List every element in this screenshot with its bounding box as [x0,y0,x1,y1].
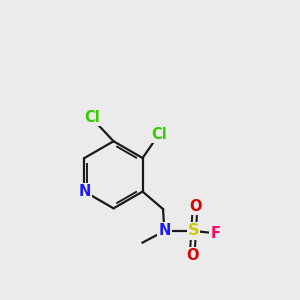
Text: O: O [189,199,201,214]
Text: N: N [78,184,91,199]
Text: Cl: Cl [84,110,100,125]
Text: Cl: Cl [151,127,167,142]
Text: N: N [158,224,171,238]
Text: O: O [186,248,198,263]
Text: F: F [211,226,220,241]
Text: S: S [188,224,200,238]
